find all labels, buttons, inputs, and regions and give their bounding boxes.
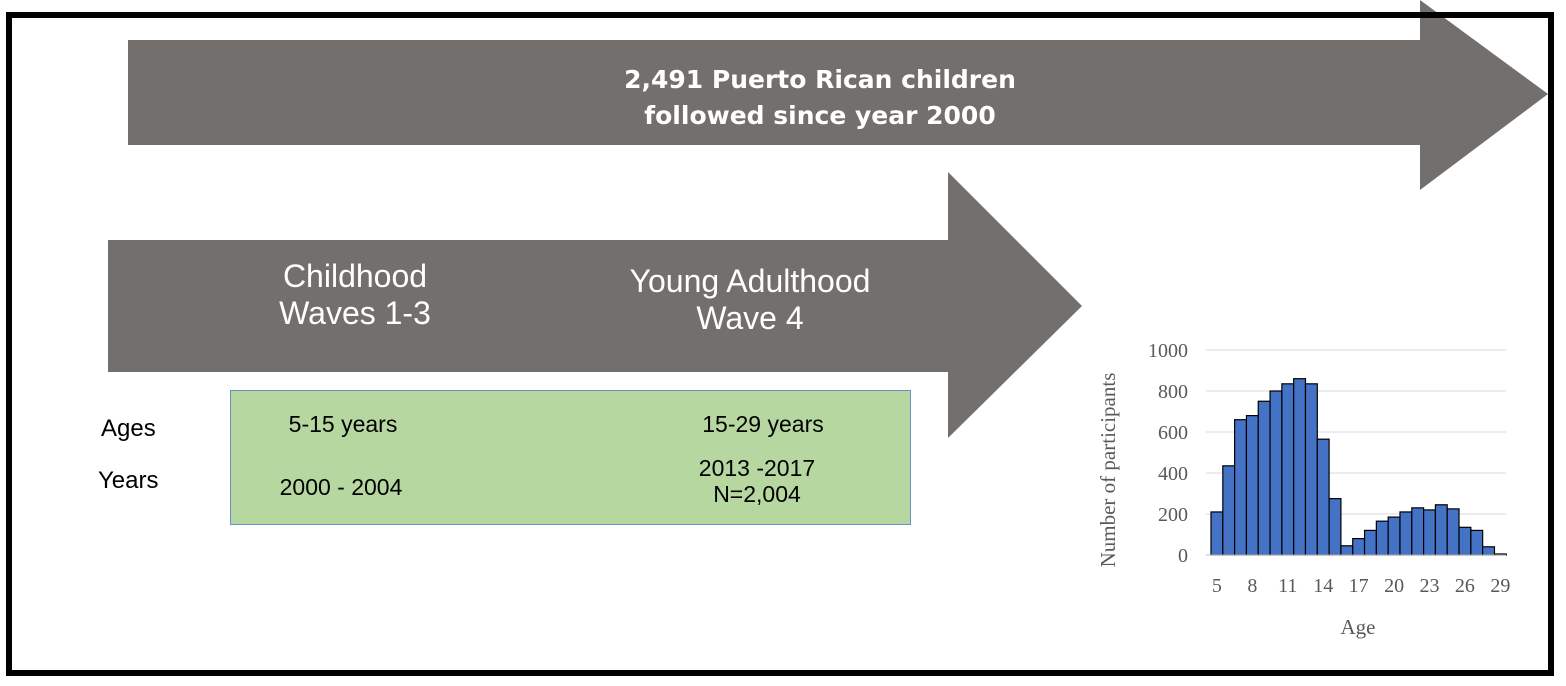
x-tick-label: 20 [1384, 575, 1404, 597]
histogram-bar [1257, 400, 1271, 556]
chart-y-axis-label: Number of participants [1096, 373, 1120, 568]
histogram-bar [1482, 546, 1496, 556]
histogram-bar [1316, 438, 1330, 556]
x-tick-label: 5 [1212, 575, 1222, 597]
histogram-bar [1304, 383, 1318, 556]
childhood-waves: Waves 1-3 [279, 295, 431, 331]
childhood-phase-label: Childhood Waves 1-3 [230, 258, 480, 332]
young-adulthood-wave: Wave 4 [696, 300, 804, 336]
chart-axes: 0 200 400 600 800 1000 5 8 11 14 17 20 23 26 29 [1148, 340, 1510, 597]
histogram-bar [1363, 529, 1377, 556]
histogram-bar [1245, 415, 1259, 556]
young-adulthood-phase-label: Young Adulthood Wave 4 [590, 263, 910, 337]
histogram-bar [1340, 545, 1354, 556]
ages-row-label: Ages [101, 415, 156, 442]
histogram-bar [1293, 378, 1307, 556]
timeline-table [230, 390, 911, 525]
childhood-title: Childhood [282, 258, 428, 294]
histogram-bar [1446, 508, 1460, 556]
histogram-bar [1458, 526, 1472, 556]
young-adulthood-n: N=2,004 [713, 481, 801, 507]
histogram-bar [1434, 504, 1448, 556]
histogram-bar [1387, 516, 1401, 556]
histogram-bar [1399, 511, 1413, 556]
y-tick-label: 1000 [1148, 340, 1188, 362]
y-tick-label: 200 [1158, 504, 1188, 526]
childhood-ages: 5-15 years [288, 411, 398, 437]
histogram-bar [1234, 419, 1248, 556]
cohort-line-1: 2,491 Puerto Rican children [624, 65, 1016, 94]
x-tick-label: 29 [1490, 575, 1510, 597]
histogram-bar [1375, 520, 1389, 556]
y-tick-label: 800 [1158, 381, 1188, 403]
histogram-bar [1411, 507, 1425, 556]
histogram-bar [1352, 537, 1366, 556]
x-tick-label: 23 [1420, 575, 1440, 597]
x-tick-label: 26 [1455, 575, 1475, 597]
y-tick-label: 600 [1158, 422, 1188, 444]
young-adulthood-ages: 15-29 years [702, 411, 824, 437]
chart-bars [1210, 378, 1507, 556]
y-tick-label: 0 [1178, 545, 1188, 567]
histogram-bar [1328, 498, 1342, 556]
x-tick-label: 14 [1313, 575, 1333, 597]
cohort-description: 2,491 Puerto Rican children followed sin… [430, 62, 1210, 134]
histogram-bar [1269, 390, 1283, 556]
years-row-label: Years [98, 467, 159, 494]
histogram-bar [1222, 465, 1236, 556]
x-tick-label: 17 [1349, 575, 1369, 597]
young-adulthood-title: Young Adulthood [629, 263, 871, 299]
chart-x-axis-label: Age [1341, 615, 1376, 639]
y-tick-label: 400 [1158, 463, 1188, 485]
cohort-arrow [128, 0, 1548, 190]
histogram-bar [1281, 383, 1295, 556]
outer-frame [6, 12, 1554, 676]
histogram-bar [1422, 509, 1437, 556]
x-tick-label: 8 [1247, 575, 1257, 597]
x-tick-label: 11 [1278, 575, 1297, 597]
histogram-bar [1470, 529, 1484, 556]
young-adulthood-years: 2013 -2017 [698, 455, 816, 481]
phase-arrow [108, 172, 1082, 438]
histogram-bar [1210, 511, 1224, 556]
cohort-line-2: followed since year 2000 [644, 101, 996, 130]
childhood-years: 2000 - 2004 [279, 474, 403, 500]
